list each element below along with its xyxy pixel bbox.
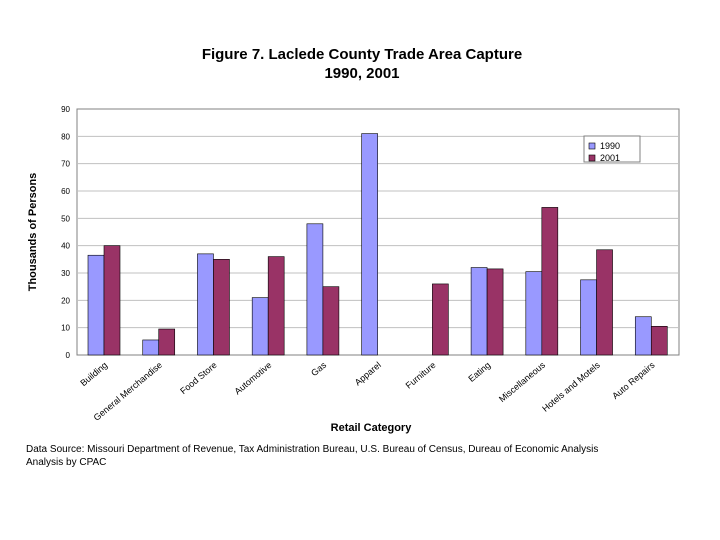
bar-1990	[361, 133, 378, 356]
bar-1990	[580, 279, 597, 356]
y-tick-label: 90	[61, 105, 70, 114]
legend-label-1990: 1990	[600, 141, 620, 151]
x-category-label: Furniture	[404, 360, 438, 391]
bar-2001	[322, 286, 340, 356]
plot-area	[76, 108, 680, 356]
y-tick-label: 0	[66, 351, 71, 360]
bar-1990	[634, 316, 652, 356]
bar-2001	[650, 325, 668, 356]
x-category-label: Apparel	[353, 360, 383, 388]
bar-2001	[596, 249, 613, 356]
y-tick-label: 20	[61, 296, 70, 305]
bar-chart: Figure 7. Laclede County Trade Area Capt…	[27, 46, 680, 434]
legend-label-2001: 2001	[600, 153, 620, 163]
y-tick-label: 60	[61, 187, 70, 196]
legend-swatch-2001	[588, 154, 596, 162]
gridlines	[77, 135, 679, 329]
bar-2001	[103, 245, 121, 356]
x-axis-title: Retail Category	[331, 422, 413, 434]
x-category-label: Miscellaneous	[497, 360, 547, 405]
y-tick-label: 10	[61, 324, 70, 333]
y-tick-label: 30	[61, 269, 70, 278]
y-tick-label: 50	[61, 214, 70, 223]
x-category-label: Eating	[466, 360, 492, 384]
legend-swatch-1990	[588, 142, 596, 150]
x-category-label: Building	[78, 360, 109, 388]
bar-1990	[87, 254, 105, 356]
y-tick-label: 40	[61, 242, 70, 251]
bar-1990	[525, 271, 543, 356]
analysis-credit-line: Analysis by CPAC	[26, 457, 107, 468]
bar-2001	[486, 268, 504, 356]
chart-title: Figure 7. Laclede County Trade Area Capt…	[202, 46, 522, 63]
y-tick-label: 70	[61, 160, 70, 169]
x-category-label: Automotive	[233, 360, 274, 397]
bar-1990	[142, 339, 160, 356]
bar-2001	[267, 256, 285, 356]
data-source-note: Data Source: Missouri Department of Reve…	[26, 443, 706, 469]
bar-2001	[158, 328, 176, 356]
x-category-label: Gas	[309, 360, 328, 379]
bar-1990	[251, 297, 269, 356]
x-category-label: Auto Repairs	[610, 360, 657, 401]
bar-1990	[470, 267, 488, 356]
bar-1990	[197, 253, 214, 356]
y-tick-label: 80	[61, 132, 70, 141]
x-category-label: Hotels and Motels	[540, 360, 602, 414]
bar-2001	[541, 207, 559, 356]
y-axis-title: Thousands of Persons	[27, 173, 39, 292]
bars	[87, 133, 668, 356]
bar-2001	[213, 259, 230, 356]
chart-subtitle: 1990, 2001	[324, 65, 399, 82]
x-category-label: Food Store	[178, 360, 219, 396]
y-axis-ticks: 0 10 20 30 40 50 60 70 80 90	[61, 105, 70, 360]
bar-2001	[432, 283, 449, 356]
legend: 1990 2001	[583, 135, 641, 163]
bar-1990	[306, 223, 324, 356]
data-source-line: Data Source: Missouri Department of Reve…	[26, 444, 599, 455]
